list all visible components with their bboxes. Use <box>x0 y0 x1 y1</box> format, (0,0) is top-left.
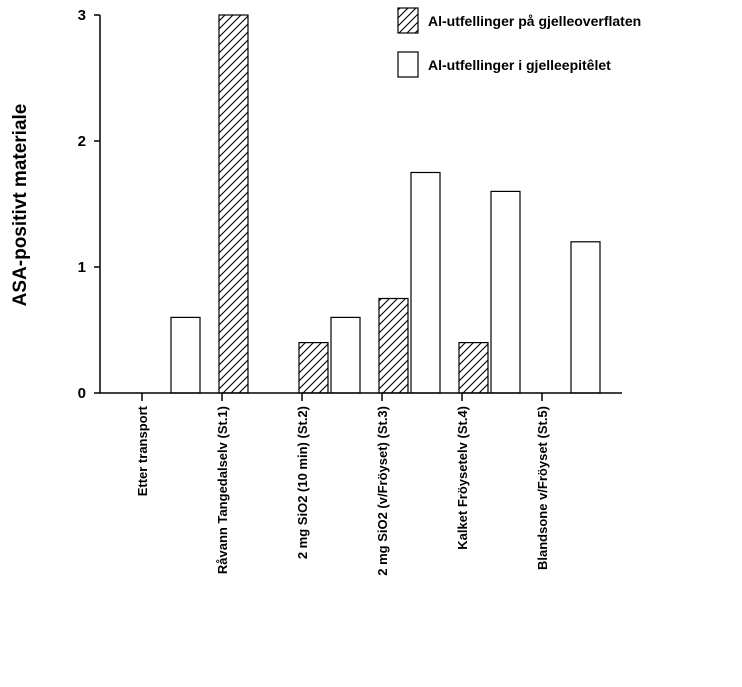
legend: Al-utfellinger på gjelleoverflaten Al-utf… <box>397 7 641 78</box>
x-category-label: Blandsone v/Fröyset (St.5) <box>535 406 550 570</box>
bar-surface-3 <box>378 297 409 394</box>
x-category-label: 2 mg SiO2 (v/Fröyset) (St.3) <box>375 406 390 576</box>
bar-epithelium-4 <box>490 190 521 394</box>
x-category-label: Råvann Tangedalselv (St.1) <box>215 406 230 574</box>
y-tick-label: 3 <box>78 7 86 24</box>
bar-surface-1 <box>218 14 249 394</box>
y-tick-label: 0 <box>78 385 86 402</box>
x-category-label: 2 mg SiO2 (10 min) (St.2) <box>295 406 310 559</box>
bar-epithelium-0 <box>170 316 201 394</box>
y-tick-label: 2 <box>78 133 86 150</box>
bars-group <box>170 14 601 394</box>
y-axis-title: ASA-positivt materiale <box>10 104 31 307</box>
y-tick-label: 1 <box>78 259 86 276</box>
bar-epithelium-3 <box>410 171 441 394</box>
legend-label-surface: Al-utfellinger på gjelleoverflaten <box>428 13 641 29</box>
bar-surface-2 <box>298 342 329 394</box>
legend-label-epithelium: Al-utfellinger i gjelleepitêlet <box>428 57 611 73</box>
x-category-label: Kalket Fröysetelv (St.4) <box>455 406 470 550</box>
bar-epithelium-5 <box>570 241 601 394</box>
legend-swatch-surface <box>397 7 419 34</box>
bar-epithelium-2 <box>330 316 361 394</box>
axes-group: 0 1 2 3 Etter transport Råvann Tangedalselv (… <box>78 7 622 576</box>
x-category-label: Etter transport <box>135 405 150 496</box>
bar-surface-4 <box>458 342 489 394</box>
legend-swatch-epithelium <box>397 51 419 78</box>
